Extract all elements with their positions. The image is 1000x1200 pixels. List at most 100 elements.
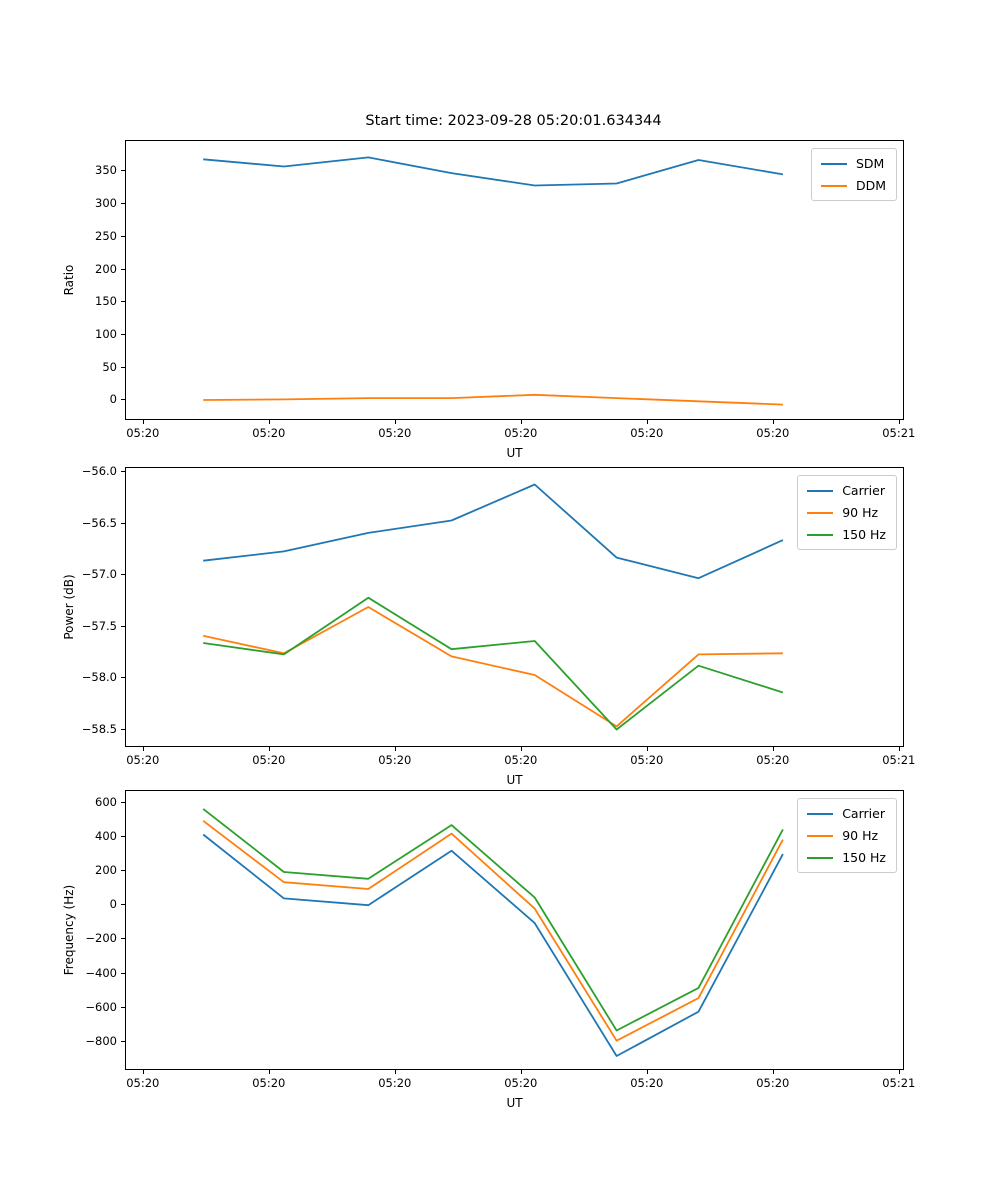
- legend-line-swatch: [820, 162, 847, 165]
- y-tick-label: 200: [95, 261, 117, 276]
- x-axis-label: UT: [506, 1096, 523, 1110]
- legend-line-swatch: [807, 533, 834, 536]
- y-tick-label: 600: [95, 795, 117, 810]
- legend-label: SDM: [855, 156, 885, 171]
- legend-line-swatch: [807, 489, 834, 492]
- y-tick-mark: [121, 677, 125, 678]
- y-tick-label: 150: [95, 294, 117, 309]
- legend-item: Carrier: [807, 806, 886, 821]
- legend-label: Carrier: [842, 483, 885, 498]
- x-tick-mark: [772, 420, 774, 424]
- x-tick-mark: [268, 420, 270, 424]
- x-tick-mark: [394, 747, 396, 751]
- y-tick-mark: [121, 471, 125, 473]
- y-tick-mark: [121, 802, 125, 804]
- y-tick-mark: [121, 170, 125, 172]
- series-line-ddm: [203, 393, 783, 406]
- x-tick-mark: [646, 747, 648, 751]
- x-tick-label: 05:20: [756, 753, 790, 767]
- y-tick-label: −56.5: [81, 515, 117, 530]
- axes-power: 05:20 05:20 05:20 05:20 05:20 05:20 05:21 −56.0…: [62, 464, 915, 787]
- series-line-sdm: [203, 156, 784, 187]
- y-tick-mark: [121, 574, 125, 576]
- y-tick-label: −57.5: [81, 618, 117, 633]
- x-tick-label: 05:21: [882, 426, 916, 440]
- x-tick-mark: [898, 420, 900, 424]
- legend-label: 90 Hz: [842, 828, 879, 843]
- x-tick-mark: [646, 420, 648, 424]
- legend: Carrier 90 Hz 150 Hz: [797, 798, 897, 873]
- x-tick-label: 05:20: [126, 426, 160, 440]
- x-tick-label: 05:20: [252, 753, 286, 767]
- legend-line-swatch: [807, 856, 834, 859]
- y-axis-label: Ratio: [62, 264, 76, 296]
- x-tick-mark: [520, 747, 522, 751]
- x-tick-mark: [394, 1070, 396, 1074]
- x-axis-label: UT: [506, 773, 523, 787]
- y-tick-mark: [121, 728, 125, 730]
- y-tick-label: 100: [95, 327, 117, 341]
- plot-area: [203, 156, 784, 406]
- plot-area: [202, 808, 784, 1057]
- x-tick-mark: [142, 1070, 144, 1074]
- x-tick-mark: [898, 1070, 900, 1074]
- y-tick-label: −200: [85, 931, 117, 946]
- y-tick-mark: [121, 203, 125, 205]
- y-tick-label: −58.0: [81, 670, 117, 684]
- x-tick-mark: [268, 747, 270, 751]
- x-tick-mark: [394, 420, 396, 424]
- y-tick-mark: [121, 904, 125, 906]
- x-tick-label: 05:20: [504, 753, 538, 767]
- y-tick-label: −58.5: [81, 721, 117, 736]
- legend-label: Carrier: [842, 806, 885, 821]
- legend-label: DDM: [855, 178, 886, 193]
- legend-line-swatch: [807, 812, 834, 815]
- y-tick-mark: [121, 235, 125, 237]
- x-tick-label: 05:20: [252, 426, 286, 440]
- y-tick-label: −57.0: [81, 567, 117, 582]
- legend-item: 90 Hz: [807, 828, 886, 843]
- y-tick-label: −800: [85, 1033, 117, 1048]
- series-line-150-hz: [203, 596, 784, 731]
- y-tick-mark: [121, 625, 125, 627]
- y-tick-mark: [121, 522, 125, 524]
- y-tick-label: 250: [95, 228, 117, 243]
- y-tick-mark: [121, 870, 125, 872]
- legend-line-swatch: [807, 834, 834, 837]
- x-tick-label: 05:20: [378, 753, 412, 767]
- plot-area: [203, 483, 784, 731]
- legend-label: 90 Hz: [842, 505, 879, 520]
- legend-item: 90 Hz: [807, 505, 886, 520]
- y-axis-label: Power (dB): [62, 574, 76, 640]
- axes-ratio: 05:20 05:20 05:20 05:20 05:20 05:20 05:21 0 50 10…: [62, 140, 915, 460]
- x-tick-label: 05:20: [630, 1076, 664, 1090]
- legend-item: Carrier: [807, 483, 886, 498]
- x-tick-label: 05:20: [630, 426, 664, 440]
- y-tick-mark: [121, 399, 125, 401]
- y-tick-label: −600: [85, 999, 117, 1014]
- series-line-carrier: [203, 483, 784, 580]
- x-tick-label: 05:20: [126, 1076, 160, 1090]
- y-tick-label: 50: [102, 359, 117, 374]
- legend-item: SDM: [820, 156, 886, 171]
- y-tick-label: 350: [95, 163, 117, 178]
- legend-label: 150 Hz: [842, 850, 886, 865]
- y-tick-mark: [121, 972, 125, 974]
- series-line-carrier: [202, 833, 784, 1057]
- x-tick-mark: [520, 420, 522, 424]
- x-tick-mark: [898, 747, 900, 751]
- y-tick-mark: [121, 268, 125, 270]
- x-tick-mark: [772, 1070, 774, 1074]
- x-tick-mark: [268, 1070, 270, 1074]
- legend: SDM DDM: [810, 148, 897, 201]
- x-tick-label: 05:20: [126, 753, 160, 767]
- legend-item: 150 Hz: [807, 850, 886, 865]
- series-line-90-hz: [202, 820, 784, 1042]
- y-tick-label: 400: [95, 829, 117, 844]
- y-tick-label: 300: [95, 196, 117, 211]
- y-tick-mark: [121, 1040, 125, 1042]
- x-tick-mark: [142, 420, 144, 424]
- x-tick-label: 05:20: [378, 1076, 412, 1090]
- legend-line-swatch: [807, 511, 834, 514]
